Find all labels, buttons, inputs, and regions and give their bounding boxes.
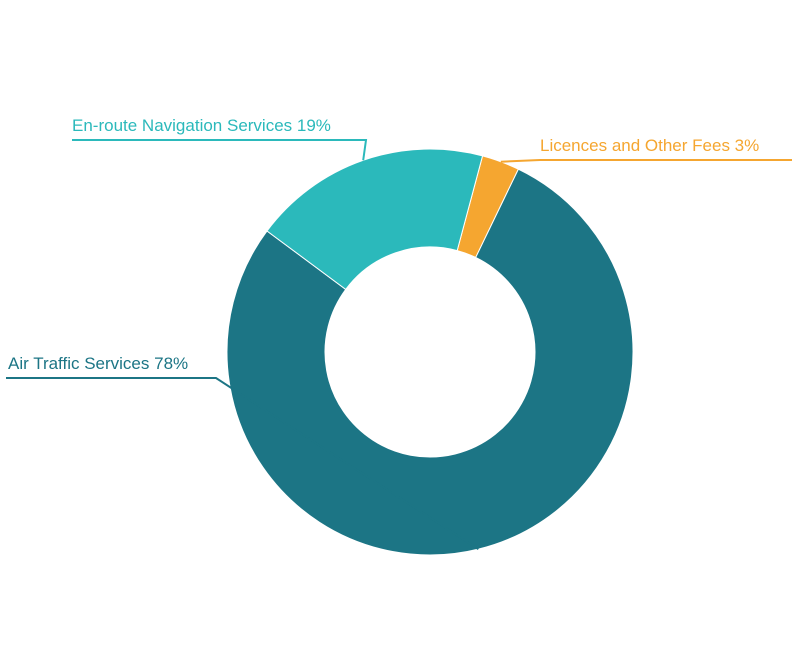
slice-labels: Licences and Other Fees 3% Air Traffic Se…	[8, 116, 759, 373]
donut-slice-en-route-navigation-services	[266, 148, 484, 291]
slice-label-licences-and-other-fees: Licences and Other Fees 3%	[540, 136, 759, 155]
slice-label-air-traffic-services: Air Traffic Services 78%	[8, 354, 188, 373]
donut-slices	[226, 148, 634, 556]
leader-line-en-route-navigation-services	[72, 139, 368, 161]
slice-label-en-route-navigation-services: En-route Navigation Services 19%	[72, 116, 331, 135]
leader-line-air-traffic-services	[6, 377, 479, 550]
donut-slice-air-traffic-services	[226, 168, 634, 556]
leader-lines	[6, 139, 792, 550]
leader-line-licences-and-other-fees	[500, 159, 792, 163]
